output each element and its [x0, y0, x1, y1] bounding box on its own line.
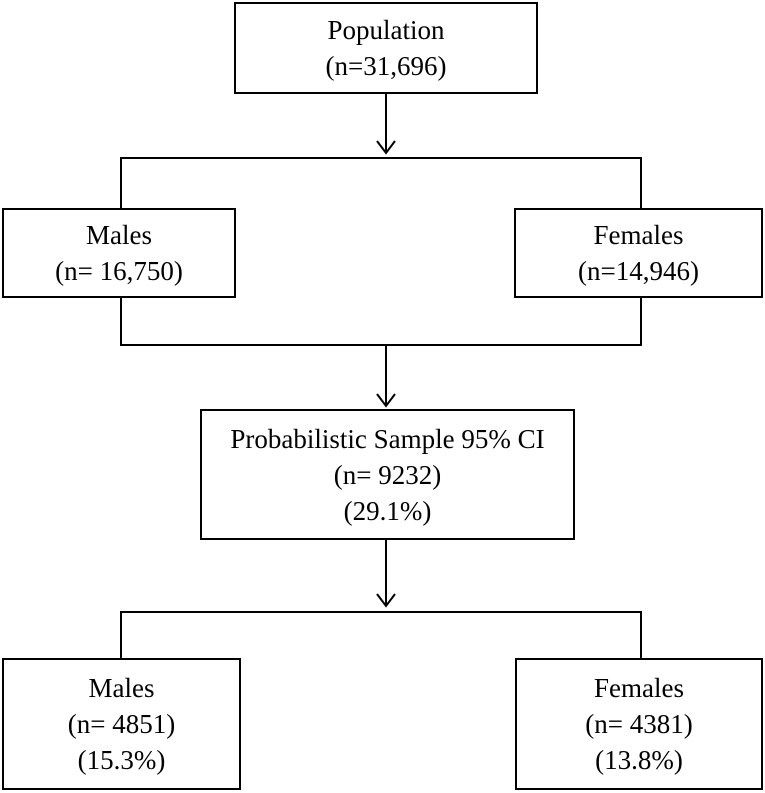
sample-females-label: Females [594, 673, 684, 703]
sample-females-box: Females (n= 4381) (13.8%) [515, 658, 763, 790]
arrow-head-3 [376, 593, 396, 608]
sample-box: Probabilistic Sample 95% CI (n= 9232) (2… [200, 409, 575, 540]
population-count: (n=31,696) [325, 51, 447, 81]
males-count: (n= 16,750) [55, 256, 183, 286]
females-label: Females [593, 220, 684, 250]
sample-label: Probabilistic Sample 95% CI [230, 423, 545, 454]
arrow-head-1 [376, 140, 396, 155]
males-label: Males [86, 220, 152, 250]
sample-males-box: Males (n= 4851) (15.3%) [2, 658, 241, 790]
sample-count: (n= 9232) [333, 459, 442, 490]
sample-percent: (29.1%) [343, 495, 432, 526]
females-count: (n=14,946) [578, 256, 699, 286]
population-label: Population [327, 15, 445, 45]
split-bracket-2 [120, 611, 642, 658]
arrow-head-2 [376, 393, 396, 408]
sample-females-percent: (13.8%) [595, 745, 683, 775]
sample-males-count: (n= 4851) [67, 709, 176, 739]
sample-females-count: (n= 4381) [585, 709, 693, 739]
merge-bracket-1 [120, 298, 642, 346]
sample-males-percent: (15.3%) [77, 745, 166, 775]
population-box: Population (n=31,696) [234, 2, 538, 94]
sample-males-label: Males [88, 673, 155, 703]
males-box: Males (n= 16,750) [2, 208, 236, 298]
females-box: Females (n=14,946) [514, 208, 763, 298]
split-bracket-1 [120, 157, 642, 208]
